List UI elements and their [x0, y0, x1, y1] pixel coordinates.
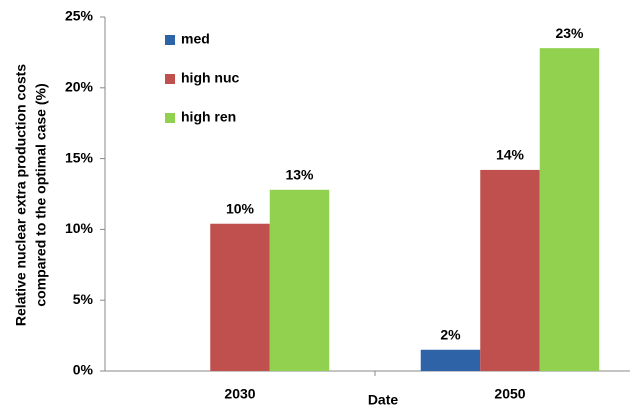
legend-label: high ren — [181, 109, 236, 125]
bar — [269, 189, 330, 371]
x-tick-label: 2050 — [494, 386, 525, 402]
y-axis-title-line: compared to the optimal case (%) — [33, 83, 49, 306]
bar — [210, 223, 270, 371]
y-tick-label: 5% — [73, 291, 94, 307]
legend-swatch — [165, 74, 175, 84]
value-label: 13% — [285, 166, 314, 182]
legend-swatch — [165, 35, 175, 45]
x-tick-label: 2030 — [224, 386, 255, 402]
value-label: 10% — [226, 200, 255, 216]
value-label: 2% — [440, 326, 461, 342]
y-axis-title-line: Relative nuclear extra production costs — [13, 64, 29, 326]
value-label: 14% — [496, 147, 525, 163]
y-tick-label: 25% — [65, 8, 94, 24]
legend-label: med — [181, 31, 210, 47]
y-axis-title: Relative nuclear extra production costs … — [13, 64, 49, 326]
y-tick-label: 20% — [65, 79, 94, 95]
x-axis-title: Date — [368, 392, 399, 408]
bar — [420, 349, 481, 371]
y-tick-label: 15% — [65, 149, 94, 165]
y-tick-label: 10% — [65, 220, 94, 236]
bar — [539, 48, 600, 371]
legend-swatch — [165, 113, 175, 123]
y-tick-label: 0% — [73, 362, 94, 378]
value-label: 23% — [555, 25, 584, 41]
bar — [480, 169, 540, 371]
legend-label: high nuc — [181, 70, 240, 86]
